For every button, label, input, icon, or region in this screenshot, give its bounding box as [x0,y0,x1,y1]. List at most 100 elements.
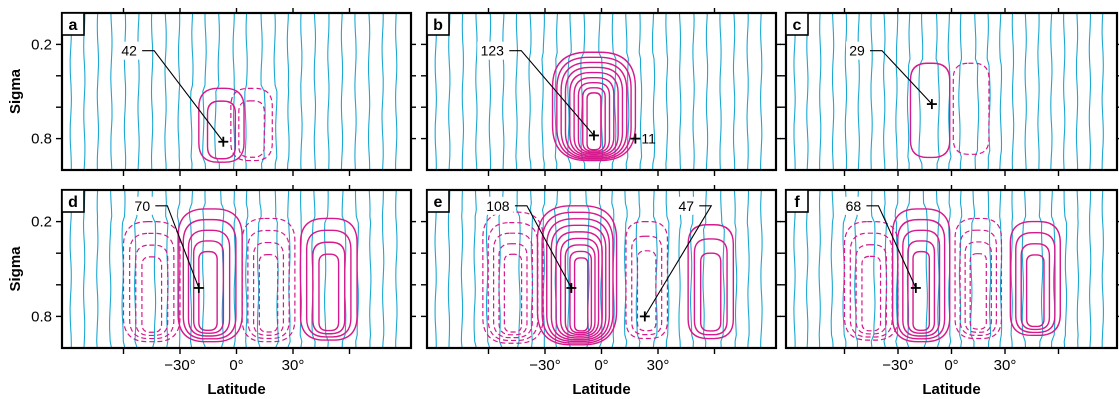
streamline [395,190,398,348]
maximum-label: 47 [678,198,694,214]
streamline [96,13,100,170]
streamline [260,13,266,170]
streamline [819,13,822,170]
streamline [831,13,835,170]
panel-d: −30° 0° 30° 0.2 0.8 Sigma Latitude d 70 [7,185,416,398]
streamline [244,13,248,170]
streamline [123,13,127,170]
label-box [118,41,141,60]
streamline [624,190,628,348]
streamline [287,190,291,348]
streamline [69,190,72,348]
streamline [83,13,86,170]
maximum-label: 68 [846,198,862,214]
streamline [82,190,86,348]
y-tick-label: 0.2 [31,36,52,53]
contour-line [182,218,237,340]
panel-e: −30° 0° 30° Latitude e 108 47 [421,185,781,398]
contour-line [238,100,265,158]
streamline [580,13,586,170]
streamline [598,13,604,170]
streamline [974,13,980,170]
contour-line [503,253,523,333]
streamline [760,190,763,348]
panel-letter-box [61,189,85,213]
panel-letter-box [785,12,809,36]
leader-line [509,50,595,136]
contour-line [636,250,657,332]
leader-line [155,205,200,289]
maximum-annotation: 68 [842,196,921,293]
contour-line [206,100,237,160]
x-tick-label: 0° [594,357,608,374]
x-tick-label: 30° [647,357,670,374]
streamline [1101,190,1104,348]
leader-line [514,205,572,289]
contour-line [855,244,887,335]
contour-line [305,229,352,338]
streamline [367,13,371,170]
streamline [395,13,398,170]
streamline [96,190,99,348]
streamline [69,13,72,170]
x-tick-label: −30° [529,357,560,374]
contour-line [909,62,951,159]
maximum-annotation: 70 [131,196,204,293]
streamline [999,13,1003,170]
contour-line [569,71,619,156]
x-axis-title: Latitude [572,381,630,398]
streamline [109,190,113,348]
contour-line [625,221,669,340]
x-tick-label: 0° [944,357,958,374]
contour-line [487,222,539,342]
contour-line [569,250,593,334]
streamline [232,13,236,170]
streamline [448,13,451,170]
streamline [611,13,617,170]
contour-line [141,256,163,333]
contour-line [564,244,596,336]
contour-line [253,241,285,336]
cell-positive [1009,220,1061,337]
streamline [177,13,181,170]
streamline [498,190,504,348]
streamline [720,190,725,348]
panel-frame [784,11,1119,172]
streamline [516,190,521,348]
y-tick-label: 0.8 [31,308,52,325]
cell-positive [909,62,951,159]
streamline [958,13,963,170]
streamline [665,13,669,170]
streamline [188,190,194,348]
panel-letter-box [785,189,809,213]
leader-line [644,205,713,317]
streamline [121,190,126,348]
contour-line [843,221,899,341]
streamline [689,190,694,348]
streamline [1024,13,1027,170]
plot-area [434,13,763,170]
streamline [381,190,385,348]
contour-line [129,232,175,340]
streamline [854,190,859,348]
streamline [719,13,722,170]
streamlines [69,190,398,348]
contour-line [498,243,528,336]
contour-line [1020,243,1051,331]
cell-negative [625,221,669,340]
contour-line [964,241,992,333]
label-box [131,196,154,215]
contour-line [546,218,611,343]
contour-line [493,232,533,339]
streamline [245,190,249,348]
streamline [842,190,847,348]
contour-line [969,253,987,330]
cell-positive [299,217,358,341]
cell-negative [241,217,296,343]
streamline [354,13,357,170]
contour-line [959,229,997,336]
contour-line [198,87,245,163]
contour-line [241,217,296,343]
panel-letter: e [434,194,443,211]
contour-line [482,211,544,344]
